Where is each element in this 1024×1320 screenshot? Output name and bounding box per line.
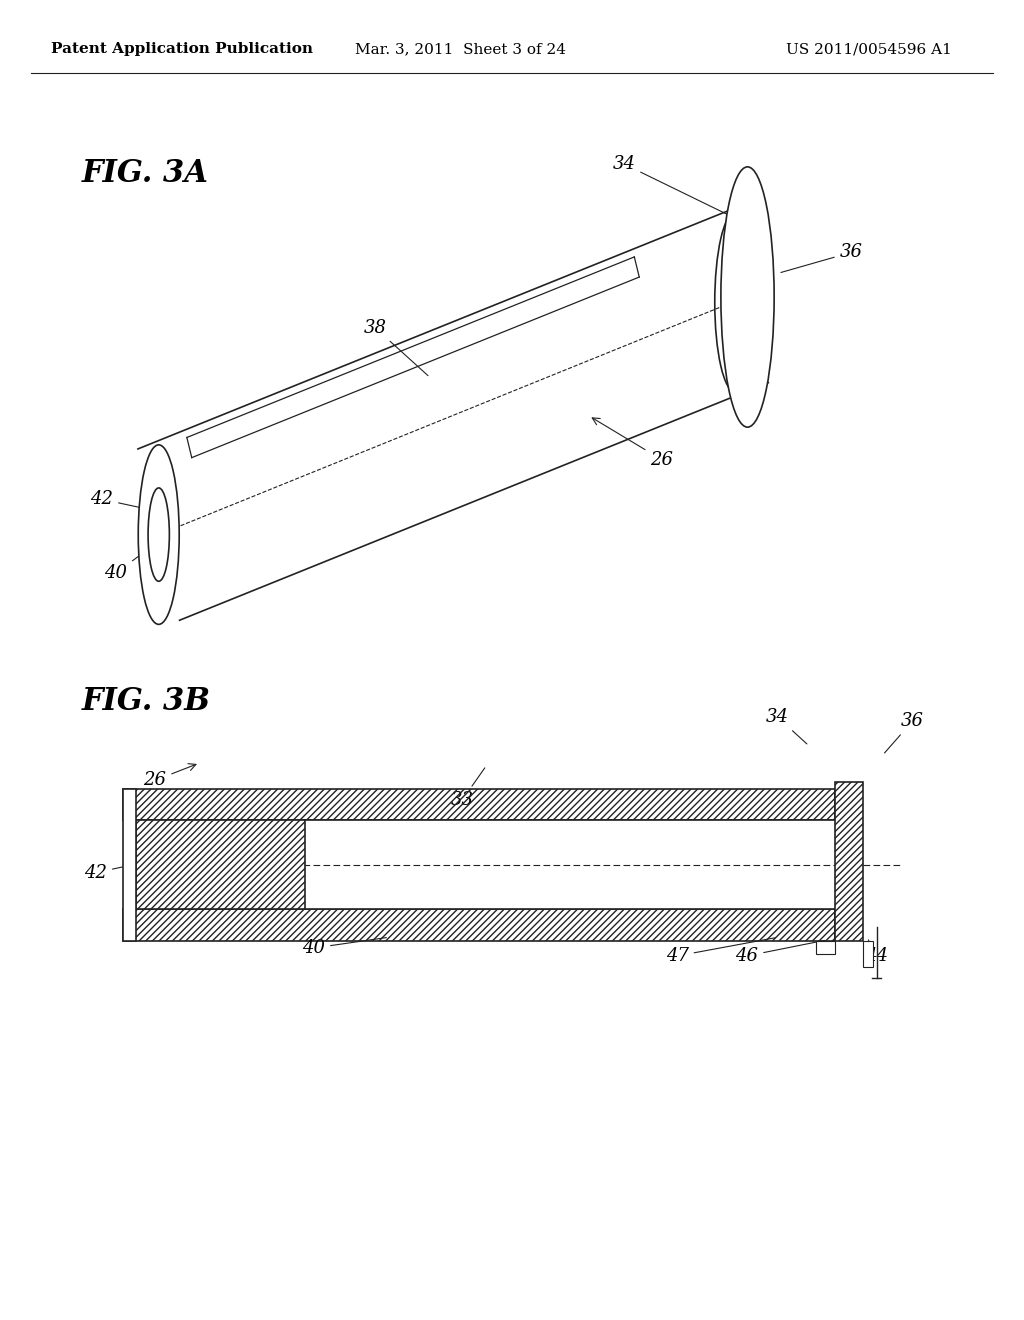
Text: 34: 34 — [766, 708, 807, 744]
Bar — [863, 941, 873, 968]
Bar — [136, 820, 305, 909]
Text: US 2011/0054596 A1: US 2011/0054596 A1 — [786, 42, 952, 57]
Text: Mar. 3, 2011  Sheet 3 of 24: Mar. 3, 2011 Sheet 3 of 24 — [355, 42, 566, 57]
Text: 42: 42 — [90, 490, 159, 512]
Text: 33: 33 — [451, 768, 484, 809]
Text: FIG. 3B: FIG. 3B — [82, 686, 211, 717]
Ellipse shape — [148, 488, 169, 581]
Bar — [123, 909, 835, 941]
Bar — [136, 820, 305, 909]
Ellipse shape — [721, 166, 774, 428]
Text: FIG. 3A: FIG. 3A — [82, 158, 209, 189]
Ellipse shape — [715, 213, 756, 392]
Bar — [123, 788, 835, 820]
Text: 47: 47 — [666, 937, 775, 965]
Text: 40: 40 — [104, 548, 150, 582]
Bar — [305, 820, 835, 909]
Bar — [835, 781, 863, 941]
Text: 26: 26 — [143, 764, 196, 789]
Text: 46: 46 — [735, 940, 824, 965]
Bar — [835, 781, 863, 941]
Bar — [123, 788, 136, 941]
Text: 36: 36 — [781, 243, 862, 272]
Ellipse shape — [138, 445, 179, 624]
Text: Patent Application Publication: Patent Application Publication — [51, 42, 313, 57]
Text: 34: 34 — [612, 154, 740, 220]
Text: 38: 38 — [364, 318, 428, 376]
Text: 42: 42 — [84, 861, 148, 882]
Text: 36: 36 — [885, 711, 924, 752]
Polygon shape — [138, 211, 768, 620]
Bar — [123, 909, 835, 941]
Bar — [816, 941, 835, 954]
Bar — [123, 788, 835, 820]
Text: 44: 44 — [865, 940, 888, 965]
Text: 26: 26 — [592, 418, 673, 469]
Text: 40: 40 — [302, 937, 386, 957]
